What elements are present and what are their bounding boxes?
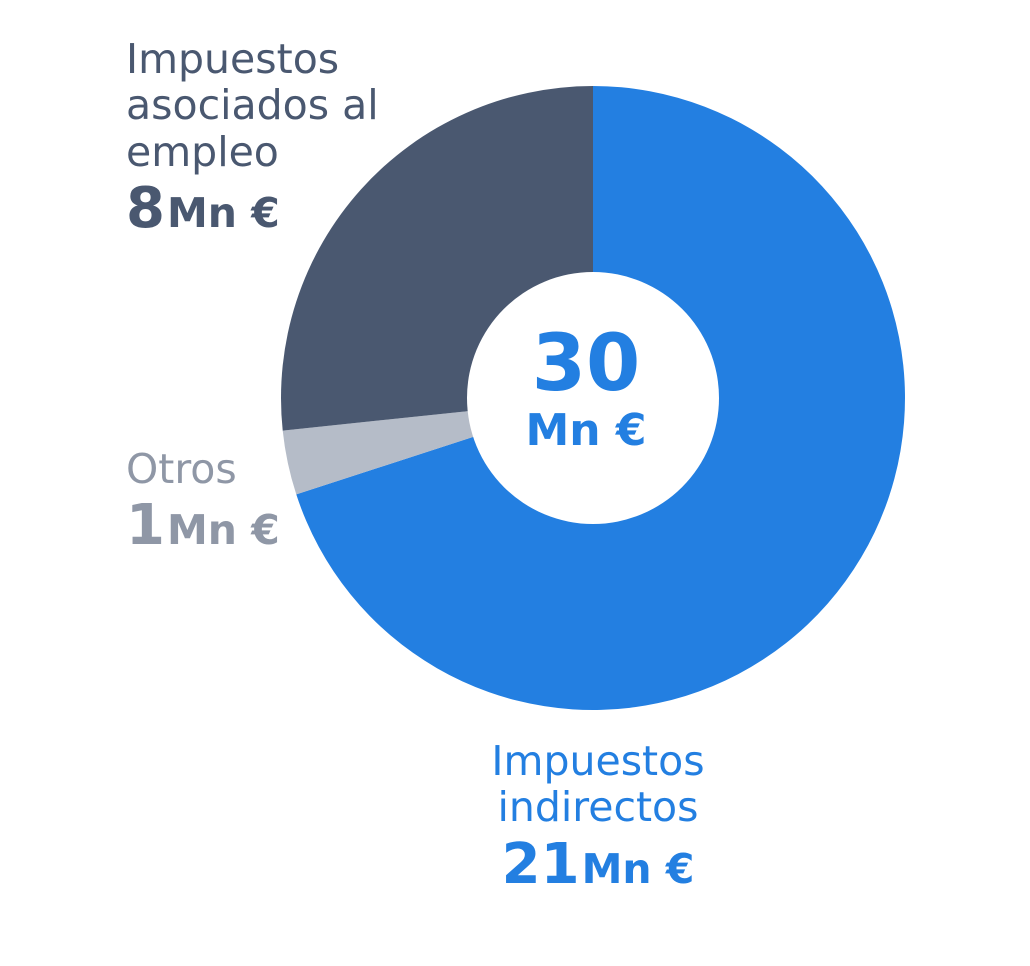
slice-label-value: 8Mn € <box>126 175 280 241</box>
slice-label-value: 1Mn € <box>126 493 280 559</box>
slice-label-name: Impuestos indirectos <box>491 737 705 832</box>
slice-label-name: Impuestos asociados al empleo <box>126 35 379 176</box>
donut-hole <box>467 272 719 524</box>
center-total-value: 30 <box>531 319 641 409</box>
slice-label-impuestos-indirectos: Impuestos indirectos 21Mn € <box>388 738 808 896</box>
center-total: 30 Mn € <box>486 325 686 458</box>
slice-label-name: Otros <box>126 445 237 493</box>
slice-label-otros: Otros 1Mn € <box>126 446 280 558</box>
slice-label-value: 21Mn € <box>501 831 695 897</box>
slice-label-impuestos-empleo: Impuestos asociados al empleo 8Mn € <box>126 36 379 240</box>
center-total-unit: Mn € <box>525 405 647 456</box>
